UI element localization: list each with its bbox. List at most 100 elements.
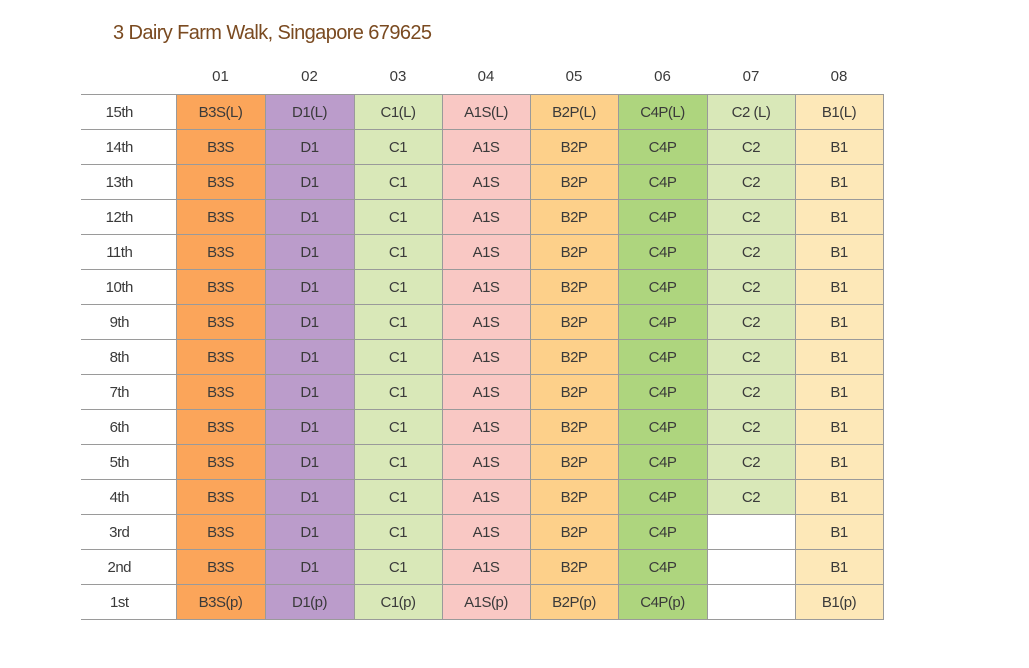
floor-label: 10th bbox=[81, 269, 177, 305]
unit-cell-08: B1 bbox=[794, 129, 884, 165]
unit-cell-04: A1S bbox=[441, 164, 531, 200]
unit-cell-06: C4P bbox=[617, 199, 708, 235]
floor-label: 2nd bbox=[81, 549, 177, 585]
unit-header-01: 01 bbox=[212, 67, 229, 85]
unit-header-02: 02 bbox=[301, 67, 318, 85]
table-row: 14th B3S D1 C1 A1S B2P C4P C2 B1 bbox=[81, 129, 884, 165]
unit-cell-02: D1 bbox=[264, 164, 355, 200]
unit-cell-07: C2 bbox=[706, 339, 796, 375]
unit-header-05: 05 bbox=[565, 67, 583, 85]
unit-cell-04: A1S bbox=[441, 549, 531, 585]
unit-cell-03: C1 bbox=[353, 409, 443, 445]
table-row: 11th B3S D1 C1 A1S B2P C4P C2 B1 bbox=[81, 234, 884, 270]
unit-header-03: 03 bbox=[389, 67, 407, 85]
unit-cell-07: C2 bbox=[706, 129, 796, 165]
unit-cell-07: C2 bbox=[706, 199, 796, 235]
unit-cell-01: B3S bbox=[175, 549, 266, 585]
unit-cell-03: C1 bbox=[353, 549, 443, 585]
unit-cell-01: B3S bbox=[175, 479, 266, 515]
unit-cell-02: D1 bbox=[264, 129, 355, 165]
unit-cell-02: D1 bbox=[264, 479, 355, 515]
unit-cell-07: C2 bbox=[706, 374, 796, 410]
unit-cell-04: A1S bbox=[441, 409, 531, 445]
unit-cell-08: B1(L) bbox=[794, 94, 884, 130]
unit-cell-02: D1 bbox=[264, 514, 355, 550]
unit-cell-05: B2P bbox=[529, 339, 619, 375]
table-row: 10th B3S D1 C1 A1S B2P C4P C2 B1 bbox=[81, 269, 884, 305]
unit-cell-08: B1 bbox=[794, 164, 884, 200]
unit-cell-08: B1 bbox=[794, 304, 884, 340]
unit-cell-06: C4P bbox=[617, 269, 708, 305]
page-title: 3 Dairy Farm Walk, Singapore 679625 bbox=[113, 22, 432, 44]
unit-cell-05: B2P bbox=[529, 234, 619, 270]
unit-header-08: 08 bbox=[830, 67, 848, 85]
floor-label: 4th bbox=[81, 479, 177, 515]
unit-cell-01: B3S bbox=[175, 514, 266, 550]
unit-cell-03: C1 bbox=[353, 234, 443, 270]
unit-cell-04: A1S bbox=[441, 129, 531, 165]
unit-cell-02: D1 bbox=[264, 409, 355, 445]
unit-cell-08: B1 bbox=[794, 269, 884, 305]
floor-label: 15th bbox=[81, 94, 177, 130]
table-row: 6th B3S D1 C1 A1S B2P C4P C2 B1 bbox=[81, 409, 884, 445]
unit-cell-08: B1 bbox=[794, 479, 884, 515]
table-row: 13th B3S D1 C1 A1S B2P C4P C2 B1 bbox=[81, 164, 884, 200]
unit-cell-06: C4P bbox=[617, 164, 708, 200]
unit-cell-03: C1 bbox=[353, 514, 443, 550]
unit-cell-03: C1 bbox=[353, 339, 443, 375]
unit-cell-03: C1 bbox=[353, 129, 443, 165]
unit-cell-03: C1(p) bbox=[353, 584, 443, 620]
unit-cell-08: B1 bbox=[794, 514, 884, 550]
table-row: 5th B3S D1 C1 A1S B2P C4P C2 B1 bbox=[81, 444, 884, 480]
floor-label: 13th bbox=[81, 164, 177, 200]
unit-cell-08: B1 bbox=[794, 409, 884, 445]
unit-cell-06: C4P bbox=[617, 374, 708, 410]
unit-cell-02: D1 bbox=[264, 269, 355, 305]
unit-cell-05: B2P bbox=[529, 374, 619, 410]
empty-cell bbox=[706, 514, 796, 550]
unit-cell-08: B1 bbox=[794, 234, 884, 270]
unit-cell-04: A1S bbox=[441, 339, 531, 375]
unit-cell-07: C2 bbox=[706, 234, 796, 270]
unit-cell-02: D1 bbox=[264, 374, 355, 410]
floor-label: 14th bbox=[81, 129, 177, 165]
unit-header-04: 04 bbox=[477, 67, 495, 85]
unit-cell-07: C2 bbox=[706, 164, 796, 200]
unit-cell-06: C4P bbox=[617, 479, 708, 515]
unit-cell-04: A1S bbox=[441, 479, 531, 515]
unit-cell-04: A1S(L) bbox=[441, 94, 531, 130]
unit-cell-01: B3S bbox=[175, 199, 266, 235]
floor-label: 12th bbox=[81, 199, 177, 235]
floor-label: 9th bbox=[81, 304, 177, 340]
unit-cell-02: D1(p) bbox=[264, 584, 355, 620]
unit-cell-04: A1S bbox=[441, 269, 531, 305]
unit-header-row: 01 02 03 04 05 06 07 08 bbox=[81, 58, 883, 95]
unit-cell-05: B2P bbox=[529, 514, 619, 550]
unit-cell-04: A1S bbox=[441, 514, 531, 550]
floor-label: 3rd bbox=[81, 514, 177, 550]
unit-cell-01: B3S(L) bbox=[175, 94, 266, 130]
floor-label: 11th bbox=[81, 234, 177, 270]
unit-cell-05: B2P(p) bbox=[529, 584, 619, 620]
unit-cell-07: C2 bbox=[706, 479, 796, 515]
unit-cell-06: C4P bbox=[617, 339, 708, 375]
unit-cell-01: B3S bbox=[175, 444, 266, 480]
floor-header-corner bbox=[81, 58, 176, 95]
unit-cell-02: D1 bbox=[264, 339, 355, 375]
unit-cell-06: C4P bbox=[617, 234, 708, 270]
table-row: 2nd B3S D1 C1 A1S B2P C4P B1 bbox=[81, 549, 884, 585]
unit-cell-04: A1S bbox=[441, 199, 531, 235]
unit-cell-01: B3S bbox=[175, 234, 266, 270]
unit-cell-04: A1S(p) bbox=[441, 584, 531, 620]
unit-cell-06: C4P bbox=[617, 514, 708, 550]
unit-cell-06: C4P bbox=[617, 129, 708, 165]
empty-cell bbox=[706, 584, 796, 620]
unit-cell-05: B2P bbox=[529, 444, 619, 480]
unit-cell-08: B1 bbox=[794, 549, 884, 585]
unit-cell-03: C1 bbox=[353, 479, 443, 515]
empty-cell bbox=[706, 549, 796, 585]
unit-cell-05: B2P bbox=[529, 129, 619, 165]
unit-cell-03: C1 bbox=[353, 304, 443, 340]
unit-cell-06: C4P bbox=[617, 444, 708, 480]
unit-cell-01: B3S bbox=[175, 304, 266, 340]
